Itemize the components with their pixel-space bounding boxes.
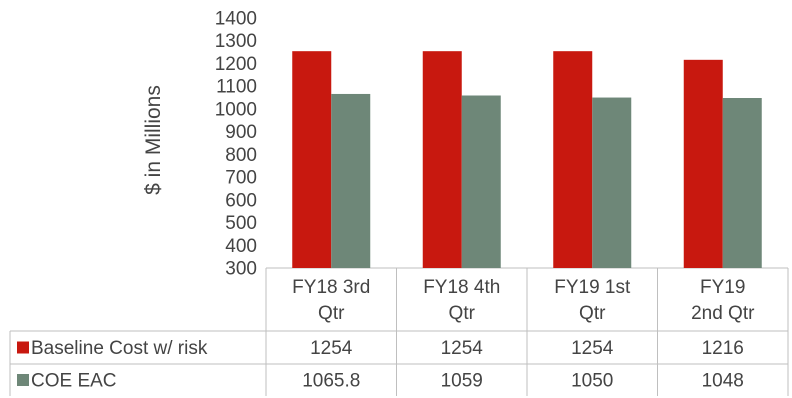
legend-swatch-2 (17, 374, 29, 386)
data-value-label: 1050 (571, 371, 613, 392)
y-tick-label: 1200 (215, 54, 257, 75)
y-tick-label: 800 (225, 145, 257, 166)
data-table: FY18 3rd Qtr FY18 4th Qtr FY19 1st Qtr FY19 2nd… (9, 268, 789, 396)
bar-baseline-4 (683, 59, 723, 269)
data-value-label: 1048 (702, 371, 744, 392)
bar-coe-eac-1 (331, 93, 371, 268)
y-tick-label: 300 (225, 259, 257, 280)
bar-coe-eac-2 (461, 95, 501, 268)
series-name: COE EAC (31, 371, 117, 392)
legend-swatch-1 (17, 341, 29, 354)
data-value-label: 1254 (571, 338, 614, 359)
chart-axes: 3004005006007008009001000110012001300140… (215, 9, 788, 280)
bar-coe-eac-4 (722, 98, 762, 268)
x-category-label: FY19 1st Qtr (554, 277, 631, 324)
bar-baseline-3 (553, 51, 593, 268)
y-tick-label: 400 (225, 236, 257, 257)
bar-baseline-2 (422, 51, 462, 268)
x-category-label: FY18 3rd Qtr (292, 277, 370, 324)
bar-baseline-1 (292, 51, 332, 268)
y-tick-label: 1100 (216, 77, 257, 98)
data-value-label: 1059 (441, 371, 483, 392)
y-axis-label: $ in Millions (142, 85, 165, 195)
y-tick-label: 600 (225, 190, 257, 211)
data-value-label: 1065.8 (302, 371, 360, 392)
series-name: Baseline Cost w/ risk (31, 338, 208, 359)
y-tick-label: 1300 (215, 31, 257, 52)
data-value-label: 1216 (702, 338, 744, 359)
chart-bars (292, 51, 762, 269)
bar-coe-eac-3 (592, 97, 632, 268)
x-category-label: FY18 4th Qtr (423, 277, 500, 324)
y-tick-label: 1000 (215, 99, 257, 120)
y-tick-label: 500 (225, 213, 257, 234)
y-tick-label: 700 (225, 168, 257, 189)
y-tick-label: 900 (225, 122, 257, 143)
data-value-label: 1254 (310, 338, 353, 359)
data-value-label: 1254 (441, 338, 484, 359)
x-category-label: FY19 2nd Qtr (691, 277, 755, 324)
y-tick-label: 1400 (215, 9, 257, 30)
